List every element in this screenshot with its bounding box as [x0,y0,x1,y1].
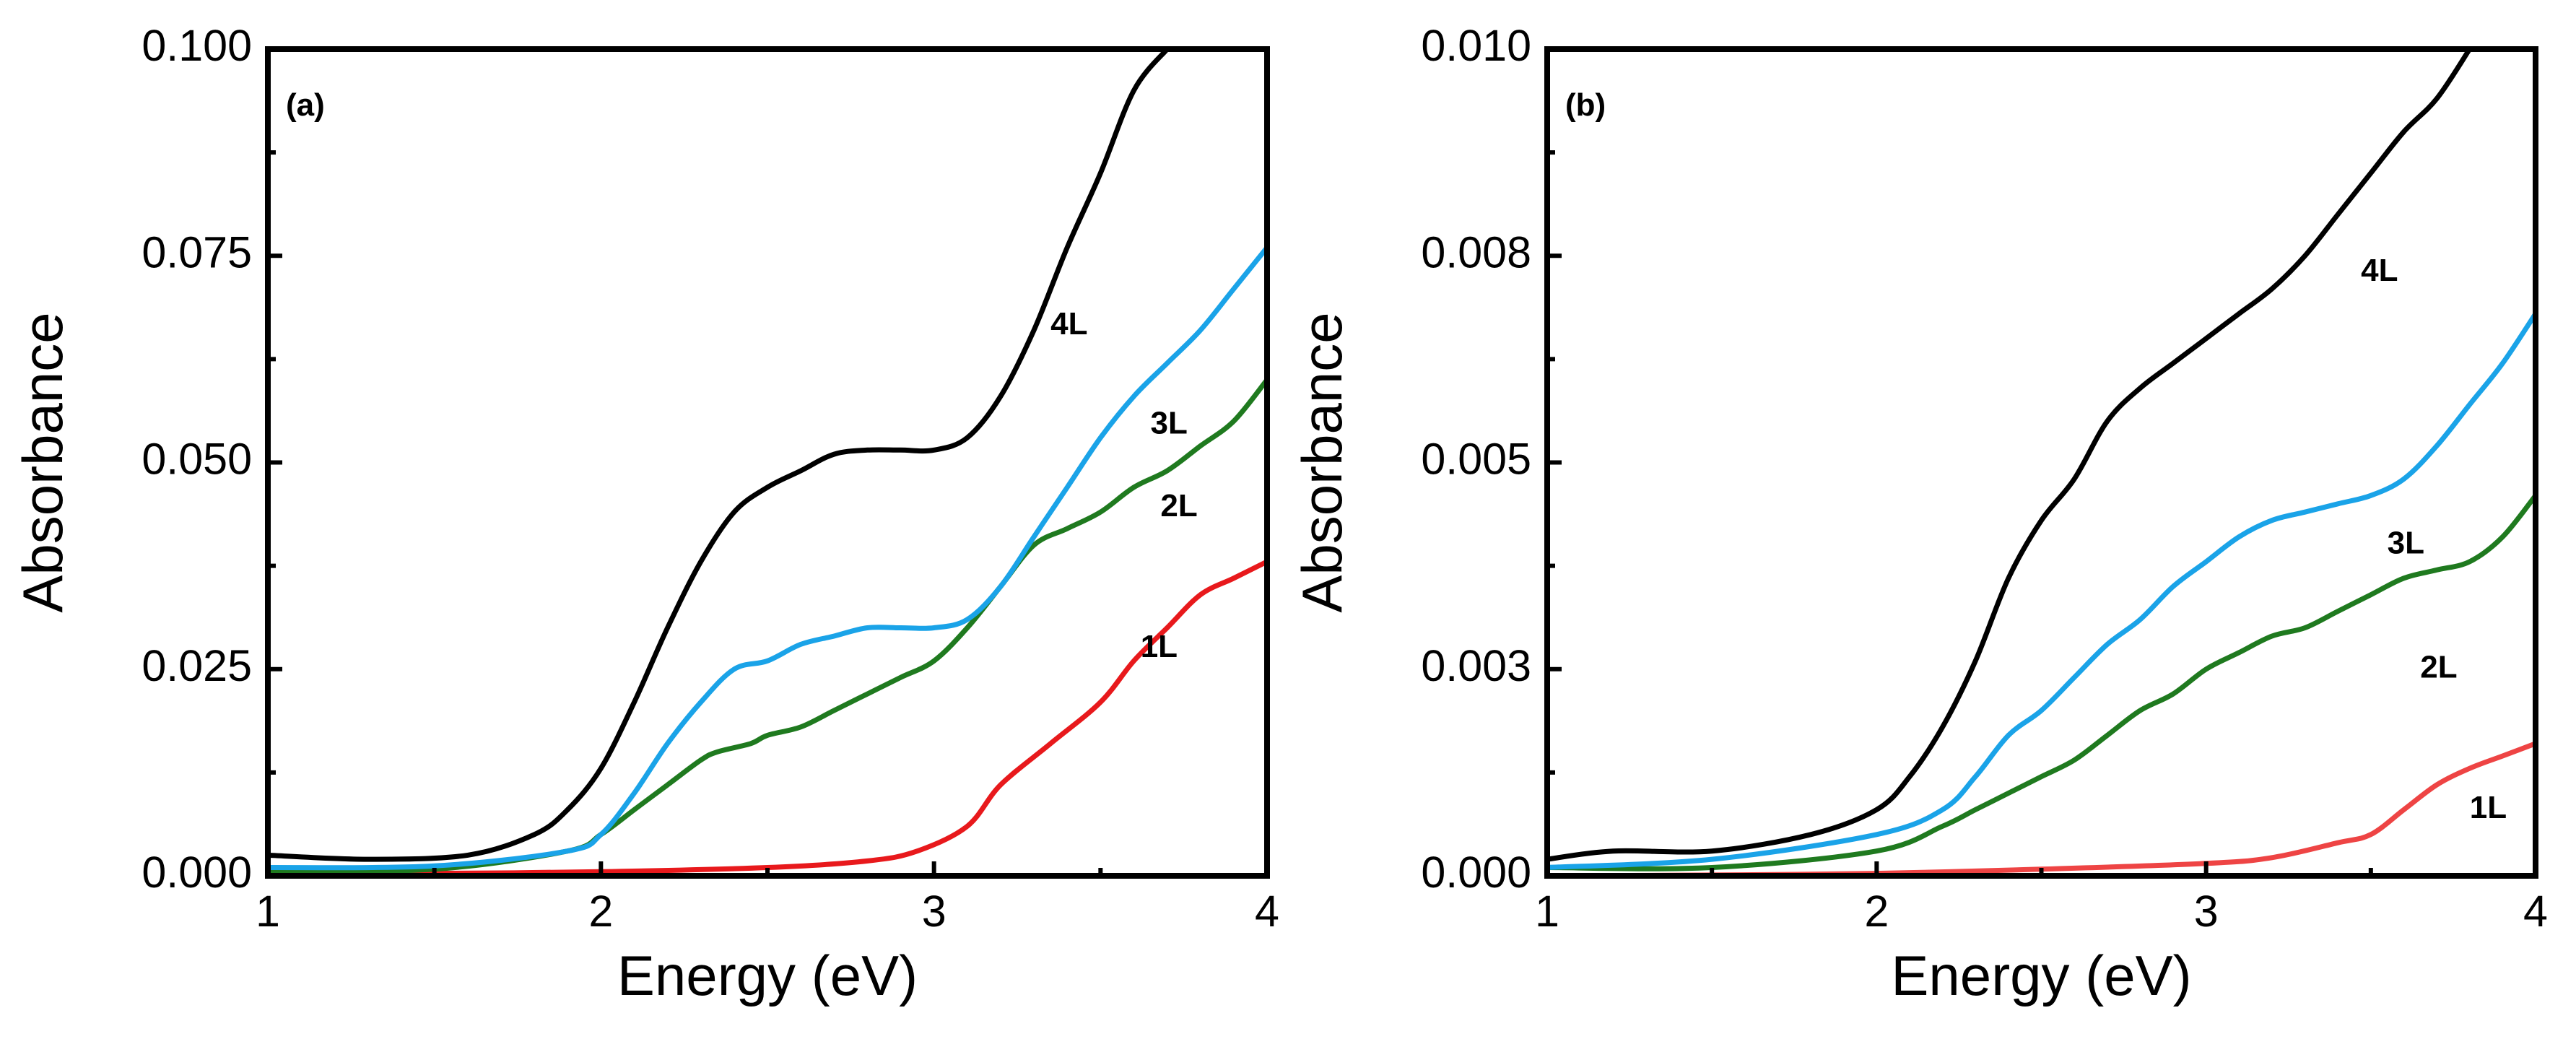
y-tick-label: 0.005 [1421,435,1531,484]
x-tick-label: 3 [2194,887,2219,936]
y-tick-label: 0.050 [142,435,252,484]
y-tick-label: 0.000 [142,848,252,897]
y-tick-label: 0.025 [142,641,252,690]
series-line-2l [268,378,1267,874]
series-label-3l: 3L [1151,406,1188,441]
y-tick-label: 0.000 [1421,848,1531,897]
x-axis-title: Energy (eV) [617,944,918,1007]
panel-label: (a) [286,87,325,123]
y-tick-label: 0.075 [142,227,252,277]
series-label-4l: 4L [2361,253,2398,288]
x-tick-label: 2 [588,887,613,936]
y-tick-label: 0.100 [142,21,252,70]
series-line-4l [268,49,1170,862]
series-line-3l [268,245,1267,871]
chart-panel-a: 1L 2L 3L 4L 1 2 3 4 0.000 0.025 0.050 0.075 0.100 Ene… [11,21,1279,1007]
x-tick-label: 4 [2523,887,2548,936]
axes-frame [1544,46,2538,879]
y-axis-title: Absorbance [11,312,74,612]
x-tick-label: 3 [922,887,947,936]
axes-frame [265,46,1270,879]
series-line-1l [1547,741,2536,876]
series-label-2l: 2L [1160,488,1197,523]
y-tick-label: 0.008 [1421,227,1531,277]
panel-label: (b) [1565,87,1606,123]
series-label-1l: 1L [2470,790,2507,825]
y-axis-title: Absorbance [1290,312,1354,612]
y-tick-label: 0.003 [1421,641,1531,690]
chart-panel-b: 1L 2L 3L 4L 1 2 3 4 0.000 0.003 0.005 0.008 0.010 Ene… [1290,21,2548,1007]
series-label-4l: 4L [1050,306,1087,342]
x-tick-label: 1 [1535,887,1559,936]
series-line-2l [1547,494,2536,871]
series-line-1l [268,559,1267,876]
x-axis-title: Energy (eV) [1891,944,2191,1007]
series-line-4l [1547,49,2472,862]
y-tick-label: 0.010 [1421,21,1531,70]
series-line-3l [1547,312,2536,870]
series-label-2l: 2L [2420,649,2457,684]
series-label-1l: 1L [1141,629,1178,664]
series-label-3l: 3L [2388,526,2424,561]
x-tick-label: 2 [1864,887,1889,936]
x-tick-label: 4 [1255,887,1279,936]
x-tick-label: 1 [256,887,280,936]
